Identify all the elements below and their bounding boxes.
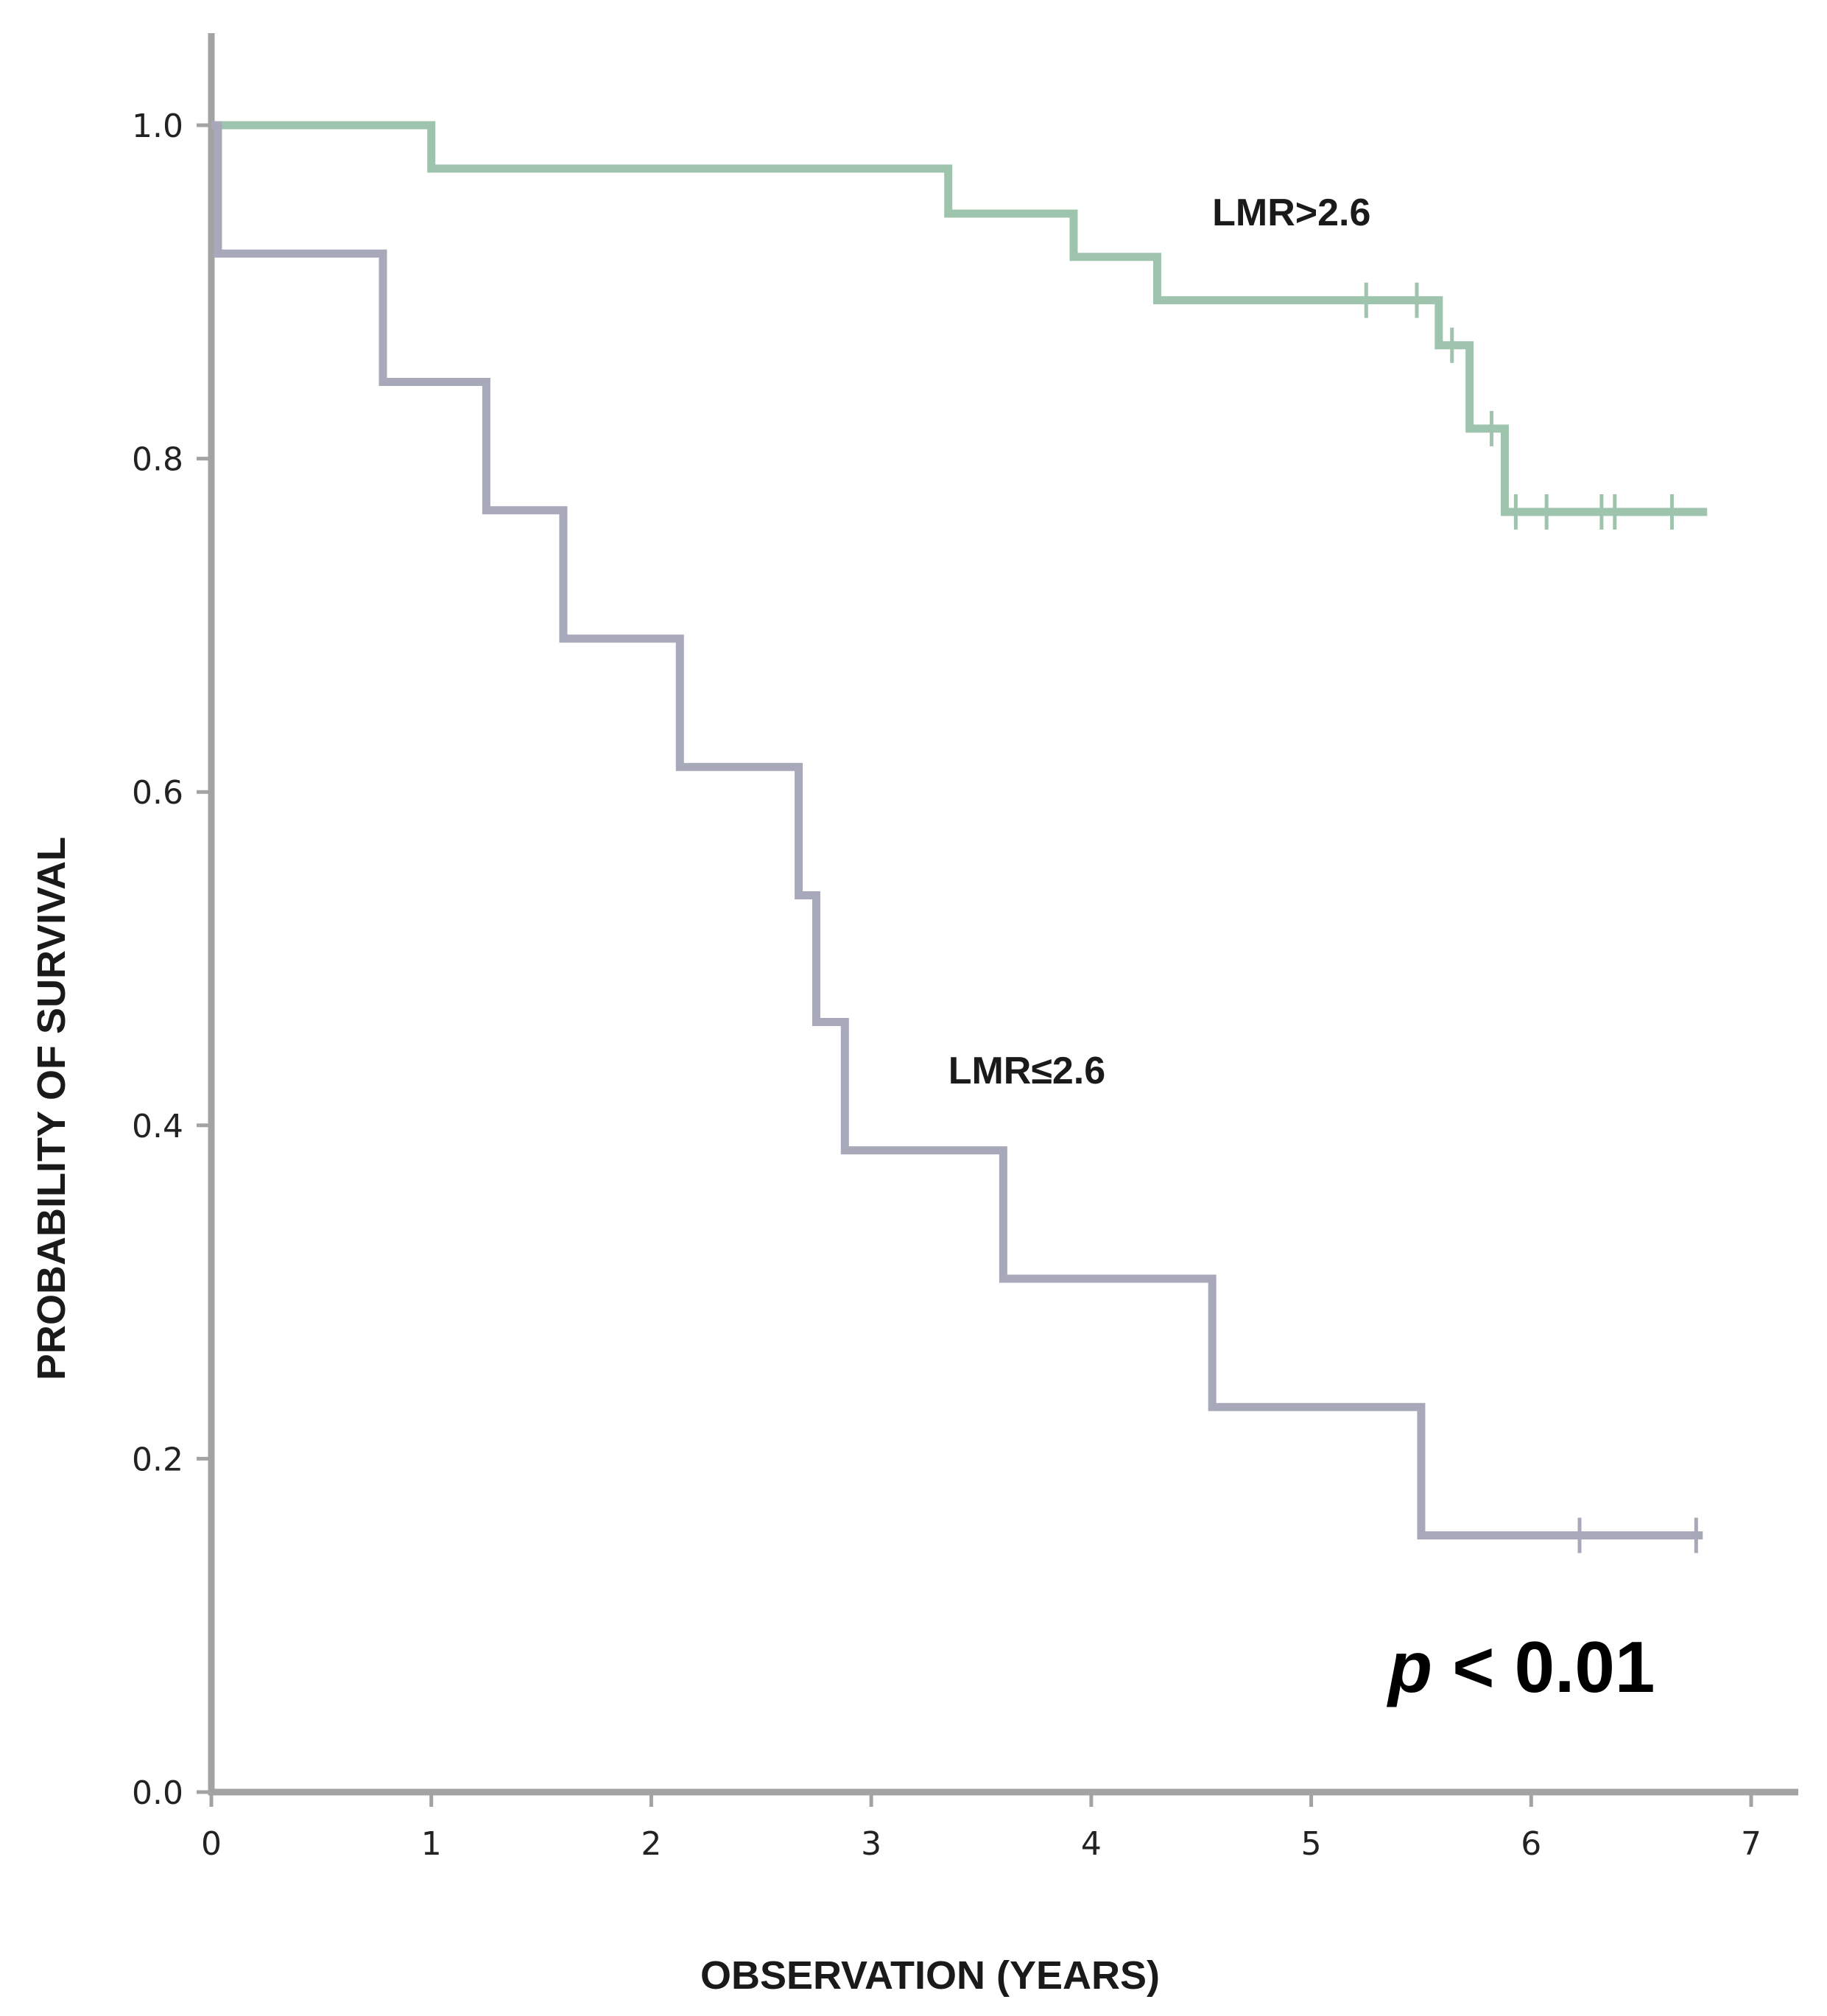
x-tick-label: 0 bbox=[201, 1825, 222, 1863]
series-labels: LMR>2.6 LMR≤2.6 bbox=[948, 192, 1371, 1092]
y-tick-label: 0.2 bbox=[132, 1441, 183, 1478]
x-tick-label: 6 bbox=[1521, 1825, 1541, 1863]
y-tick-label: 0.0 bbox=[132, 1774, 183, 1812]
y-ticks: 0.0 0.2 0.4 0.6 0.8 1.0 bbox=[132, 108, 211, 1812]
x-tick-label: 2 bbox=[641, 1825, 661, 1863]
y-tick-label: 0.6 bbox=[132, 774, 183, 812]
y-axis-title: PROBABILITY OF SURVIVAL bbox=[29, 837, 74, 1380]
x-tick-label: 1 bbox=[421, 1825, 442, 1863]
p-value-annotation: p < 0.01 bbox=[1386, 1626, 1655, 1707]
survival-curves bbox=[211, 121, 1708, 1539]
x-tick-label: 3 bbox=[861, 1825, 881, 1863]
x-ticks: 0 1 2 3 4 5 6 7 bbox=[201, 1792, 1761, 1863]
x-tick-label: 5 bbox=[1301, 1825, 1322, 1863]
curve-high-lmr bbox=[211, 121, 1708, 516]
x-tick-label: 7 bbox=[1741, 1825, 1761, 1863]
series-label-high-lmr: LMR>2.6 bbox=[1212, 192, 1370, 234]
series-label-low-lmr: LMR≤2.6 bbox=[948, 1050, 1105, 1092]
y-tick-label: 1.0 bbox=[132, 108, 183, 145]
p-value-text: < 0.01 bbox=[1432, 1626, 1655, 1707]
curve-low-lmr bbox=[211, 121, 1703, 1539]
x-tick-label: 4 bbox=[1081, 1825, 1102, 1863]
censor-marks bbox=[1364, 282, 1698, 1553]
axes bbox=[208, 33, 1798, 1796]
y-tick-label: 0.4 bbox=[132, 1108, 183, 1145]
x-axis-title: OBSERVATION (YEARS) bbox=[700, 1953, 1160, 1998]
y-tick-label: 0.8 bbox=[132, 441, 183, 479]
p-value-symbol: p bbox=[1386, 1626, 1432, 1707]
